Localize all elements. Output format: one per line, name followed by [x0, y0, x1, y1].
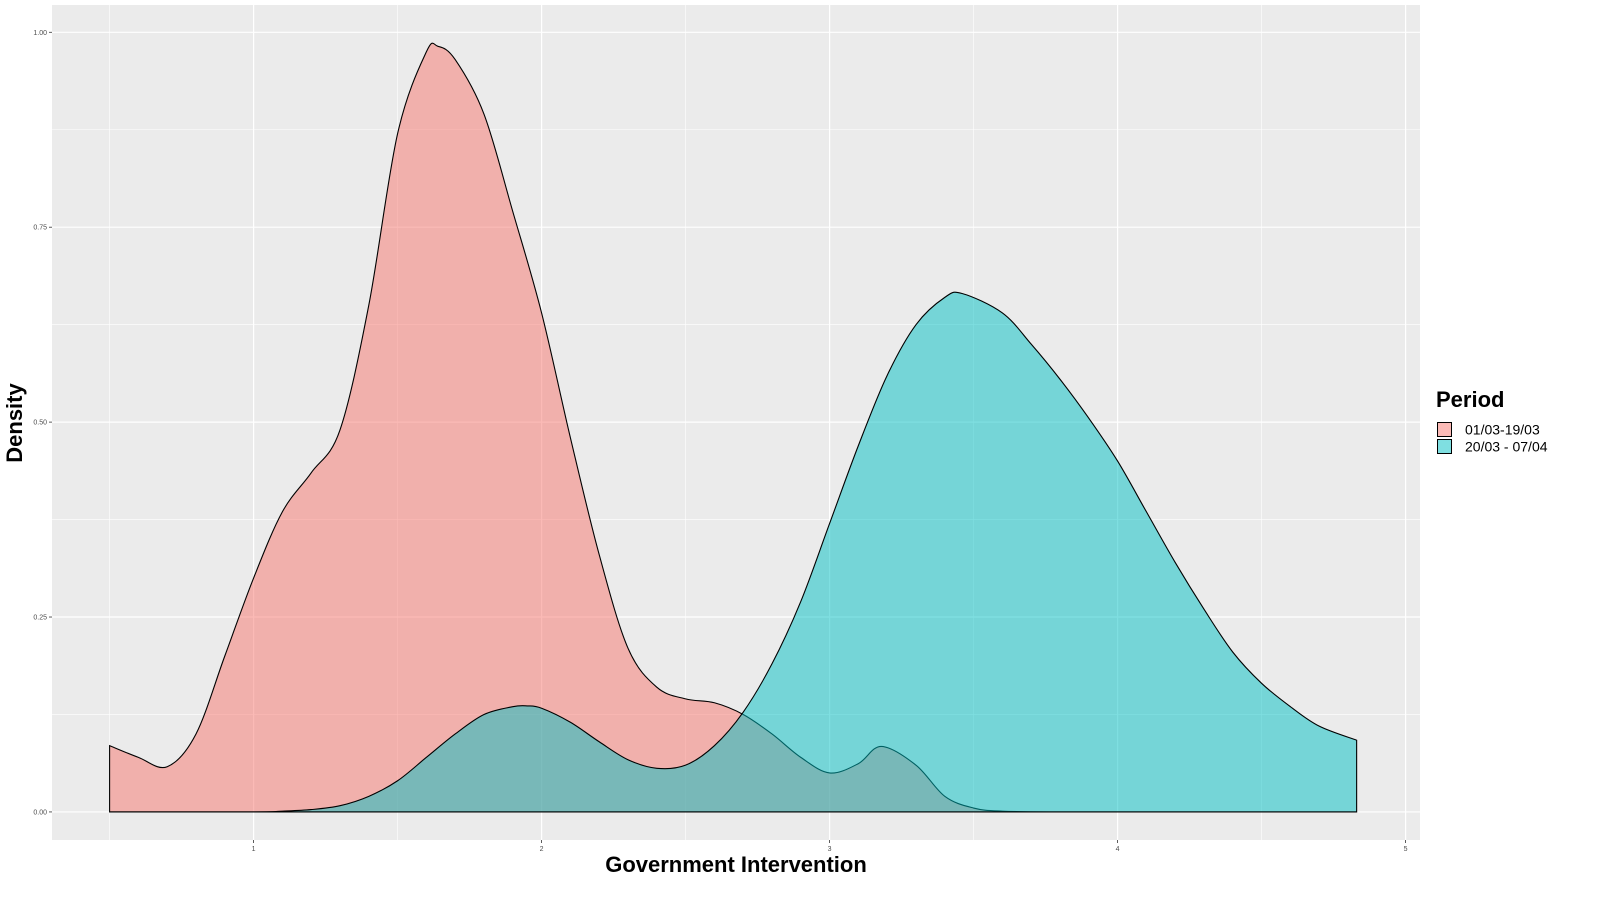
y-axis-title: Density	[2, 383, 27, 463]
legend-label-series-1: 01/03-19/03	[1465, 422, 1540, 438]
y-tick-label: 1.00	[33, 30, 47, 37]
x-tick-label: 1	[252, 846, 256, 853]
legend-title: Period	[1436, 387, 1504, 412]
x-tick-label: 2	[540, 846, 544, 853]
legend-label-series-2: 20/03 - 07/04	[1465, 439, 1548, 455]
legend-swatch-series-1	[1437, 422, 1452, 437]
x-tick-label: 3	[828, 846, 832, 853]
legend-swatch-series-2	[1437, 439, 1452, 454]
density-areas	[109, 42, 1358, 813]
y-axis-ticks: 0.00 0.25 0.50 0.75 1.00	[33, 30, 52, 816]
x-axis-title: Government Intervention	[605, 852, 867, 877]
y-tick-label: 0.25	[33, 615, 47, 622]
x-tick-label: 4	[1116, 846, 1120, 853]
x-axis-ticks: 1 2 3 4 5	[252, 840, 1408, 853]
x-tick-label: 5	[1404, 846, 1408, 853]
y-tick-label: 0.00	[33, 809, 47, 816]
y-tick-label: 0.50	[33, 420, 47, 427]
density-area-series-2	[109, 291, 1358, 813]
y-tick-label: 0.75	[33, 225, 47, 232]
